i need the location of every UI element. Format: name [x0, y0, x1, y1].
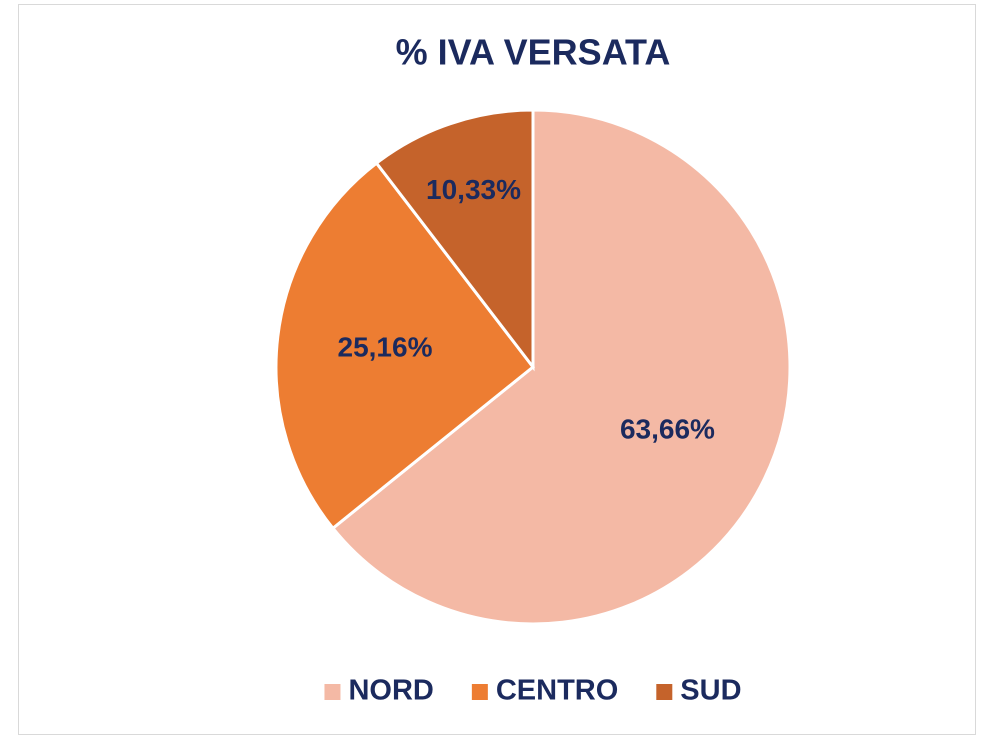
- legend-label: CENTRO: [496, 675, 618, 707]
- legend-swatch: [471, 684, 488, 700]
- pie-slice: [374, 108, 535, 372]
- chart-title: % IVA VERSATA: [396, 32, 671, 73]
- data-label: 63,66%: [620, 414, 715, 445]
- legend-swatch: [656, 684, 673, 700]
- legend-label: NORD: [348, 675, 433, 707]
- pie-slice: [330, 108, 792, 626]
- data-label: 10,33%: [426, 174, 521, 205]
- legend-label: SUD: [680, 675, 741, 707]
- data-label: 25,16%: [338, 332, 433, 363]
- pie-slice: [274, 161, 536, 531]
- legend-swatch: [324, 684, 341, 700]
